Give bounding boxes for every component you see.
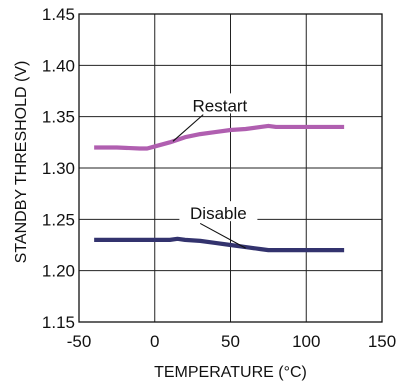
plot-frame xyxy=(78,13,383,323)
series-line-restart xyxy=(94,123,345,151)
annotation-label: Disable xyxy=(190,204,247,223)
y-tick-label: 1.35 xyxy=(42,108,75,127)
x-axis-ticks: -50 0 50 100 150 xyxy=(67,332,396,351)
y-tick-label: 1.45 xyxy=(42,5,75,24)
x-tick-label: 50 xyxy=(221,332,240,351)
y-tick-label: 1.25 xyxy=(42,210,75,229)
x-tick-label: 0 xyxy=(150,332,159,351)
annotation-label: Restart xyxy=(192,96,247,115)
annotation-backing xyxy=(180,93,259,114)
y-tick-label: 1.20 xyxy=(42,262,75,281)
annotation-backing xyxy=(179,201,258,222)
annotation-disable: Disable xyxy=(179,201,258,249)
y-tick-label: 1.15 xyxy=(42,313,75,332)
series-line-disable xyxy=(94,236,345,253)
annotation-restart: Restart xyxy=(172,93,259,142)
series-annotations: Restart Disable xyxy=(172,93,259,249)
grid-lines xyxy=(79,14,382,322)
x-tick-label: -50 xyxy=(67,332,92,351)
annotation-leader-line xyxy=(172,114,204,142)
x-axis-title: TEMPERATURE (°C) xyxy=(154,364,307,381)
x-tick-label: 100 xyxy=(292,332,320,351)
series-lines xyxy=(94,123,345,253)
y-axis-title: STANDBY THRESHOLD (V) xyxy=(13,61,30,264)
annotation-leader-line xyxy=(199,222,246,249)
x-tick-label: 150 xyxy=(368,332,396,351)
y-tick-label: 1.30 xyxy=(42,159,75,178)
y-axis-ticks: 1.15 1.20 1.25 1.30 1.35 1.40 1.45 xyxy=(42,5,75,332)
y-tick-label: 1.40 xyxy=(42,56,75,75)
